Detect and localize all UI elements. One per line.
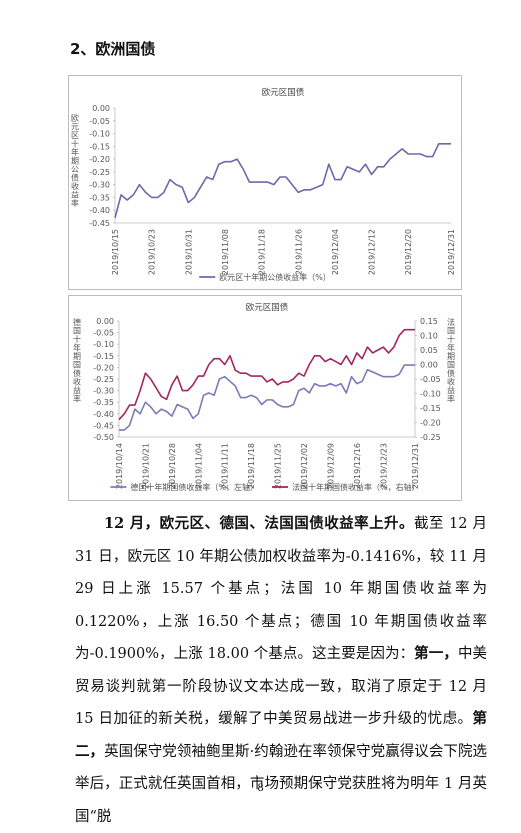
legend-item: 欧元区十年期公债收益率（%） — [199, 272, 331, 282]
x-tick-label: 2019/10/28 — [168, 443, 177, 489]
x-tick-label: 2019/12/12 — [368, 229, 377, 275]
y2-tick-label: -0.25 — [420, 433, 441, 442]
y-tick-label: 0.00 — [96, 317, 114, 326]
y-tick-label: -0.05 — [93, 329, 114, 338]
text-run: 英国保守党领袖鲍里斯·约翰逊在率领保守党赢得议会下院选举后，正式就任英国首相，市… — [75, 743, 488, 825]
legend-item: 法国十年期国债收益率（%，右轴） — [272, 482, 420, 492]
y-tick-label: -0.05 — [89, 117, 110, 126]
x-tick-label: 2019/12/31 — [447, 229, 456, 275]
x-tick-label: 2019/10/14 — [115, 443, 124, 489]
y2-axis-title: 法国十年期国债收益率 — [447, 317, 456, 404]
y-axis-title: 德国十年期国债收益率 — [73, 317, 82, 404]
y-tick-label: -0.30 — [89, 181, 110, 190]
y-tick-label: -0.45 — [93, 421, 114, 430]
bold-text: 12 月，欧元区、德国、法国国债收益率上升。 — [104, 515, 414, 532]
body-text: 12 月，欧元区、德国、法国国债收益率上升。截至 12 月 31 日，欧元区 1… — [75, 508, 487, 833]
x-tick-label: 2019/11/25 — [274, 443, 283, 489]
x-tick-label: 2019/11/04 — [194, 443, 203, 489]
y-tick-label: -0.50 — [93, 433, 114, 442]
chart-title: 欧元区国债 — [262, 87, 305, 98]
y-tick-label: -0.35 — [93, 398, 114, 407]
x-tick-label: 2019/11/18 — [247, 443, 256, 489]
data-line — [118, 328, 415, 421]
y-axis-title: 欧元区十年期公债收益率 — [71, 113, 80, 208]
page: {"heading": "2、欧洲国债", "chart_data": [ {"… — [68, 40, 488, 825]
y-tick-label: -0.35 — [89, 193, 110, 202]
y2-tick-label: -0.10 — [420, 390, 441, 399]
y2-tick-label: 0.00 — [420, 361, 438, 370]
bold-text: 第一， — [414, 645, 458, 662]
legend-item: 德国十年期国债收益率（%，左轴） — [110, 482, 258, 492]
x-tick-label: 2019/10/31 — [184, 229, 193, 275]
x-tick-label: 2019/10/15 — [111, 229, 120, 275]
text-run: 中美贸易谈判就第一阶段协议文本达成一致，取消了原定于 12 月 15 日加征的新… — [75, 646, 488, 727]
x-tick-label: 2019/11/11 — [221, 443, 230, 489]
y-tick-label: -0.10 — [93, 340, 114, 349]
x-tick-label: 2019/12/09 — [326, 443, 335, 489]
x-tick-label: 2019/11/08 — [221, 229, 230, 275]
chart-frame: 欧元区国债 0.00 -0.05 -0.10 -0.15 -0.20 -0.25 -0.30 -… — [68, 75, 462, 290]
x-tick-label: 2019/12/31 — [411, 443, 420, 489]
y-tick-label: -0.25 — [93, 375, 114, 384]
bold-text: 第二， — [75, 710, 487, 760]
y-tick-label: -0.20 — [89, 155, 110, 164]
text-run: 截至 12 月 31 日，欧元区 10 年期公债加权收益率为-0.1416%，较… — [75, 516, 488, 662]
y2-tick-label: 0.05 — [420, 346, 438, 355]
y-tick-label: -0.20 — [93, 363, 114, 372]
y-tick-label: -0.15 — [93, 352, 114, 361]
chart: 欧元区国债 0.00 -0.05 -0.10 -0.15 -0.20 -0.25 -0.30 -… — [73, 302, 456, 492]
y2-tick-label: -0.20 — [420, 419, 441, 428]
page-number: 8 — [257, 783, 264, 794]
chart-frame: 欧元区国债 0.00 -0.05 -0.10 -0.15 -0.20 -0.25 -0.30 -… — [68, 295, 462, 501]
x-tick-label: 2019/12/04 — [331, 229, 340, 275]
x-tick-label: 2019/12/16 — [353, 443, 362, 489]
y-tick-label: -0.15 — [89, 142, 110, 151]
section-heading: 2、欧洲国债 — [70, 40, 156, 58]
y-tick-label: -0.40 — [93, 410, 114, 419]
y-tick-label: -0.40 — [89, 206, 110, 215]
x-tick-label: 2019/12/23 — [379, 443, 388, 489]
y-tick-label: -0.45 — [89, 219, 110, 228]
data-line — [119, 364, 415, 431]
data-line — [114, 142, 451, 219]
x-tick-label: 2019/11/26 — [294, 229, 303, 275]
x-tick-label: 2019/10/23 — [148, 229, 157, 275]
y-tick-label: 0.00 — [92, 104, 110, 113]
chart-title: 欧元区国债 — [246, 302, 289, 313]
y2-tick-label: -0.05 — [420, 375, 441, 384]
legend-label: 法国十年期国债收益率（%，右轴） — [292, 482, 420, 492]
x-tick-label: 2019/10/21 — [141, 443, 150, 489]
y-tick-label: -0.25 — [89, 168, 110, 177]
legend-label: 德国十年期国债收益率（%，左轴） — [130, 482, 258, 492]
chart: 欧元区国债 0.00 -0.05 -0.10 -0.15 -0.20 -0.25 -0.30 -… — [71, 87, 457, 282]
y2-tick-label: -0.15 — [420, 404, 441, 413]
y2-tick-label: 0.10 — [420, 332, 438, 341]
y-tick-label: -0.10 — [89, 130, 110, 139]
x-tick-label: 2019/12/02 — [300, 443, 309, 489]
x-tick-label: 2019/12/20 — [404, 229, 413, 275]
y-tick-label: -0.30 — [93, 387, 114, 396]
y2-tick-label: 0.15 — [420, 317, 438, 326]
legend-label: 欧元区十年期公债收益率（%） — [219, 272, 331, 282]
x-tick-label: 2019/11/18 — [258, 229, 267, 275]
